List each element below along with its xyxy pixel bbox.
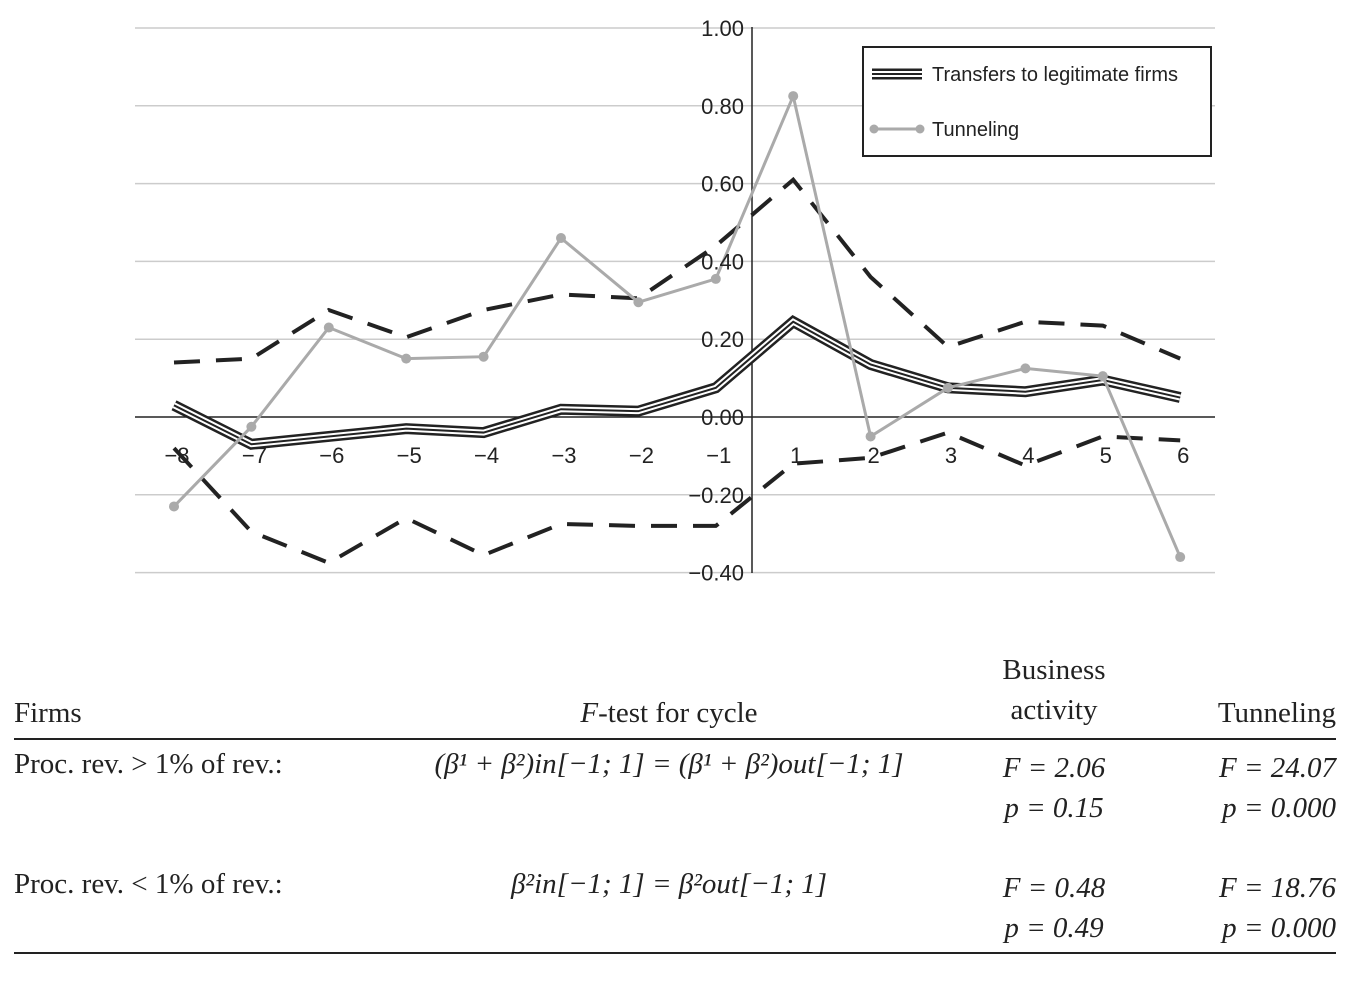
data-point-tunneling xyxy=(169,501,179,512)
header-business-activity: Business activity xyxy=(964,650,1144,739)
header-firms: Firms xyxy=(14,697,82,729)
legend-marker-tunneling-right xyxy=(915,124,925,134)
data-point-tunneling xyxy=(633,297,644,308)
row-tunneling-stats: F = 18.76 p = 0.000 xyxy=(1144,860,1336,953)
tunneling-p-value: p = 0.000 xyxy=(1222,912,1336,944)
tunneling-p-value: p = 0.000 xyxy=(1222,792,1336,824)
legend-box xyxy=(862,46,1212,157)
table-row: Proc. rev. < 1% of rev.: β²in[−1; 1] = β… xyxy=(14,860,1336,953)
header-tunneling: Tunneling xyxy=(1217,697,1336,729)
business-f-value: F = 2.06 xyxy=(1002,752,1106,784)
data-point-tunneling xyxy=(1175,552,1186,563)
legend-label-transfers: Transfers to legitimate firms xyxy=(932,64,1178,86)
y-tick-label: 0.60 xyxy=(701,172,744,197)
legend: Transfers to legitimate firms Tunneling xyxy=(862,46,1212,157)
data-point-tunneling xyxy=(246,421,257,432)
table-row: Proc. rev. > 1% of rev.: (β¹ + β²)in[−1;… xyxy=(14,739,1336,860)
header-business-line1: Business xyxy=(1002,654,1106,686)
x-tick-label: 4 xyxy=(1022,443,1034,468)
row-business-stats: F = 0.48 p = 0.49 xyxy=(964,860,1144,953)
row-test-formula: β²in[−1; 1] = β²out[−1; 1] xyxy=(510,868,828,900)
y-tick-label: 1.00 xyxy=(701,16,744,41)
series-line-tunneling xyxy=(172,91,1182,558)
header-f-italic: F xyxy=(580,697,599,729)
tunneling-f-value: F = 18.76 xyxy=(1218,872,1336,904)
row-test-formula: (β¹ + β²)in[−1; 1] = (β¹ + β²)out[−1; 1] xyxy=(434,748,904,780)
legend-marker-tunneling-left xyxy=(869,124,879,134)
data-point-tunneling xyxy=(788,91,799,102)
y-tick-label: −0.20 xyxy=(688,483,744,508)
y-tick-label: 0.20 xyxy=(701,327,744,352)
x-tick-label: −5 xyxy=(397,443,422,468)
x-tick-label: −7 xyxy=(242,443,267,468)
data-point-tunneling xyxy=(323,322,334,333)
x-tick-label: 3 xyxy=(945,443,957,468)
tick-labels: 1.00 0.80 0.60 0.40 0.20 0.00 −0.20 −0.40 −8 −7 −6… xyxy=(164,16,1189,586)
series-line-transfers-outer xyxy=(171,315,1182,450)
business-f-value: F = 0.48 xyxy=(1002,872,1106,904)
y-tick-label: 0.00 xyxy=(701,405,744,430)
x-tick-label: −1 xyxy=(706,443,731,468)
line-chart: 1.00 0.80 0.60 0.40 0.20 0.00 −0.20 −0.40 −8 −7 −6… xyxy=(135,16,1215,586)
data-point-tunneling xyxy=(865,431,876,442)
grid-lines xyxy=(135,27,1215,574)
x-tick-label: −6 xyxy=(319,443,344,468)
series-line-transfers-gap xyxy=(172,318,1181,448)
legend-label-tunneling: Tunneling xyxy=(932,119,1019,141)
confidence-band-line xyxy=(173,176,1181,365)
data-point-tunneling xyxy=(478,351,489,362)
y-tick-label: 0.40 xyxy=(701,249,744,274)
x-tick-label: −3 xyxy=(551,443,576,468)
business-p-value: p = 0.49 xyxy=(1004,912,1104,944)
data-point-tunneling xyxy=(1097,371,1108,382)
row-firms-label: Proc. rev. > 1% of rev.: xyxy=(14,748,283,780)
confidence-band-line xyxy=(172,430,1181,566)
y-tick-label: 0.80 xyxy=(701,94,744,119)
table-header-row: Firms F-test for cycle Business activity … xyxy=(14,650,1336,739)
row-firms-label: Proc. rev. < 1% of rev.: xyxy=(14,868,283,900)
business-p-value: p = 0.15 xyxy=(1004,792,1104,824)
header-business-line2: activity xyxy=(1010,694,1098,726)
series-group xyxy=(169,91,1186,566)
data-point-tunneling xyxy=(401,353,412,364)
axes xyxy=(135,27,1215,573)
x-tick-label: −8 xyxy=(164,443,189,468)
row-tunneling-stats: F = 24.07 p = 0.000 xyxy=(1144,739,1336,860)
x-tick-label: 5 xyxy=(1100,443,1112,468)
data-point-tunneling xyxy=(1020,363,1031,374)
row-business-stats: F = 2.06 p = 0.15 xyxy=(964,739,1144,860)
data-point-tunneling xyxy=(556,233,566,244)
x-tick-label: −2 xyxy=(629,443,654,468)
f-test-table: Firms F-test for cycle Business activity … xyxy=(14,650,1336,954)
data-point-tunneling xyxy=(943,382,953,393)
tunneling-f-value: F = 24.07 xyxy=(1218,752,1336,784)
header-f-test: F-test for cycle xyxy=(374,650,964,739)
series-line-transfers-core xyxy=(173,320,1181,446)
x-tick-label: 6 xyxy=(1177,443,1189,468)
x-tick-label: −4 xyxy=(474,443,499,468)
header-f-rest: -test for cycle xyxy=(598,697,758,729)
x-tick-label: 2 xyxy=(867,443,879,468)
data-point-tunneling xyxy=(710,273,721,284)
x-tick-label: 1 xyxy=(790,443,802,468)
y-tick-label: −0.40 xyxy=(688,561,744,586)
